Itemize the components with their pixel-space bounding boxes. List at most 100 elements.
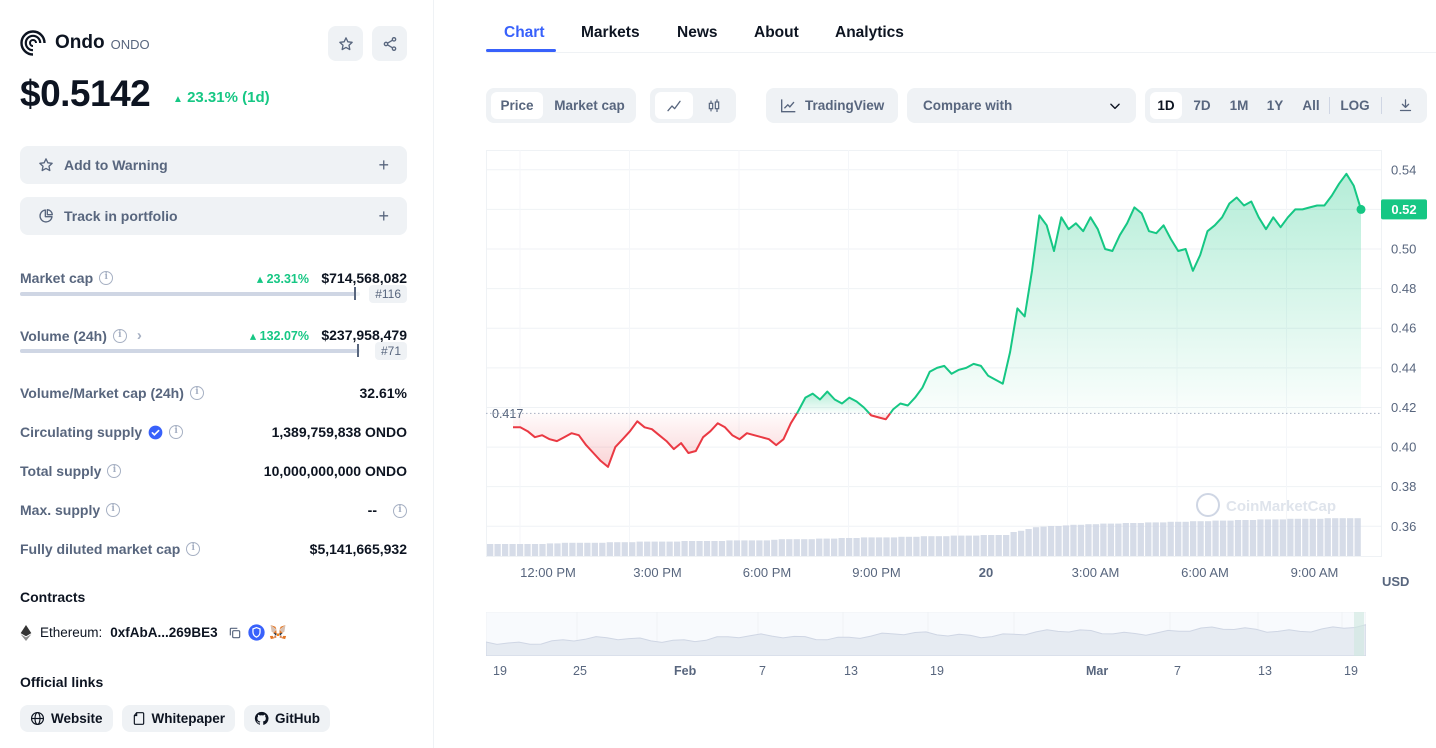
timeframe-1y[interactable]: 1Y — [1266, 98, 1284, 113]
volume-bar — [883, 537, 890, 556]
line-chart-button[interactable] — [655, 92, 693, 119]
volume-bar — [614, 542, 621, 556]
info-icon[interactable]: i — [169, 425, 184, 439]
tab-markets[interactable]: Markets — [581, 24, 640, 41]
download-button[interactable] — [1389, 92, 1421, 119]
price-chart[interactable]: 0.54 0.52 0.50 0.48 0.46 0.44 0.42 0.40 0.38 0.36… — [486, 150, 1436, 600]
volume-bar — [539, 544, 546, 556]
compare-with-select[interactable]: Compare with — [907, 88, 1136, 123]
volume-bar — [808, 539, 815, 556]
info-icon[interactable]: i — [107, 464, 122, 478]
ethereum-icon — [20, 624, 32, 641]
chevron-right-icon[interactable]: › — [136, 327, 142, 344]
tradingview-button[interactable]: TradingView — [766, 88, 898, 123]
volume-bar — [524, 544, 531, 556]
volume-bar — [1257, 519, 1264, 556]
volume-bar — [1182, 521, 1189, 556]
volume-bar — [584, 542, 591, 556]
contract-address[interactable]: 0xfAbA...269BE3 — [110, 625, 218, 640]
info-icon[interactable]: i — [186, 542, 201, 556]
volume-bar — [1339, 518, 1346, 556]
metamask-fox-icon[interactable] — [269, 624, 287, 641]
volume-bar — [1130, 523, 1137, 556]
log-scale-toggle[interactable]: LOG — [1340, 98, 1370, 113]
tab-analytics[interactable]: Analytics — [835, 24, 904, 41]
candlestick-button[interactable] — [696, 92, 732, 119]
website-link[interactable]: Website — [20, 705, 113, 732]
share-icon — [383, 36, 396, 51]
pie-chart-icon — [39, 209, 53, 223]
y-tick-label: 0.36 — [1391, 519, 1416, 534]
navigator-tick-label: 13 — [1258, 664, 1272, 678]
info-icon[interactable]: i — [99, 271, 114, 285]
add-to-warning-button[interactable]: Add to Warning + — [20, 146, 407, 184]
volume-bar — [965, 535, 972, 556]
watchlist-star-button[interactable] — [328, 26, 363, 61]
volume-bar — [1189, 521, 1197, 556]
info-icon[interactable]: i — [393, 504, 407, 518]
info-icon[interactable]: i — [106, 503, 121, 517]
price-line-down — [868, 412, 892, 421]
volume-bar — [1062, 525, 1070, 556]
volume-bar — [659, 541, 666, 556]
volume-bar — [928, 536, 935, 556]
metric-toggle: Price Market cap — [486, 88, 636, 123]
volume-bar — [958, 535, 965, 556]
timeframe-7d[interactable]: 7D — [1193, 98, 1211, 113]
timeframe-all[interactable]: All — [1302, 98, 1320, 113]
rank-bar-fill — [20, 349, 359, 353]
info-icon[interactable]: i — [112, 328, 127, 343]
x-tick-label: 9:00 AM — [1291, 565, 1339, 580]
tab-news[interactable]: News — [677, 24, 718, 41]
track-portfolio-button[interactable]: Track in portfolio + — [20, 197, 407, 235]
volume-bar — [509, 544, 516, 556]
download-icon — [1399, 99, 1411, 112]
price-line-up — [796, 390, 871, 415]
x-tick-label: 6:00 AM — [1181, 565, 1229, 580]
volume-bar — [1354, 518, 1361, 556]
volume-rank-badge: #71 — [374, 342, 407, 360]
volume-bar — [913, 536, 920, 556]
volume-bar — [816, 538, 823, 556]
star-outline-icon — [39, 158, 53, 172]
range-navigator[interactable] — [486, 612, 1366, 656]
price-toggle[interactable]: Price — [491, 92, 543, 119]
coin-header: Ondo ONDO — [20, 30, 150, 56]
navigator-selection[interactable] — [1354, 612, 1364, 656]
volume-bar — [935, 536, 942, 556]
market-cap-rank-badge: #116 — [369, 285, 407, 303]
info-icon[interactable]: i — [189, 386, 204, 400]
volume-bar — [644, 541, 651, 556]
volume-bar — [487, 544, 494, 556]
total-supply-value: 10,000,000,000 ONDO — [263, 463, 407, 479]
volume-bar — [1115, 523, 1122, 556]
volume-market-cap-label: Volume/Market cap (24h) — [20, 385, 184, 401]
timeframe-1d[interactable]: 1D — [1150, 92, 1182, 119]
verified-badge-icon — [148, 425, 163, 439]
volume-label[interactable]: Volume (24h) i › — [20, 327, 142, 344]
tab-chart[interactable]: Chart — [504, 24, 545, 41]
volume-bar — [1077, 524, 1085, 556]
market-cap-toggle[interactable]: Market cap — [554, 98, 625, 113]
volume-bar — [786, 539, 793, 556]
volume-bar — [1294, 518, 1301, 556]
share-button[interactable] — [372, 26, 407, 61]
total-supply-label: Total supply — [20, 463, 102, 479]
copy-icon[interactable] — [228, 626, 242, 640]
volume-bar — [1040, 526, 1047, 556]
github-link[interactable]: GitHub — [244, 705, 331, 732]
star-icon — [338, 36, 353, 50]
whitepaper-link[interactable]: Whitepaper — [121, 705, 236, 732]
shield-icon[interactable] — [247, 624, 265, 641]
tab-about[interactable]: About — [754, 24, 799, 41]
volume-value: $237,958,479 — [321, 327, 407, 343]
contract-network: Ethereum: — [40, 625, 103, 640]
github-label: GitHub — [275, 711, 321, 726]
volume-bar — [860, 537, 868, 556]
volume-bar — [1234, 520, 1242, 556]
volume-bar — [651, 541, 658, 556]
market-cap-label: Market cap i — [20, 270, 114, 286]
rank-bar-marker — [353, 287, 356, 300]
y-tick-label: 0.42 — [1391, 400, 1416, 415]
timeframe-1m[interactable]: 1M — [1229, 98, 1249, 113]
